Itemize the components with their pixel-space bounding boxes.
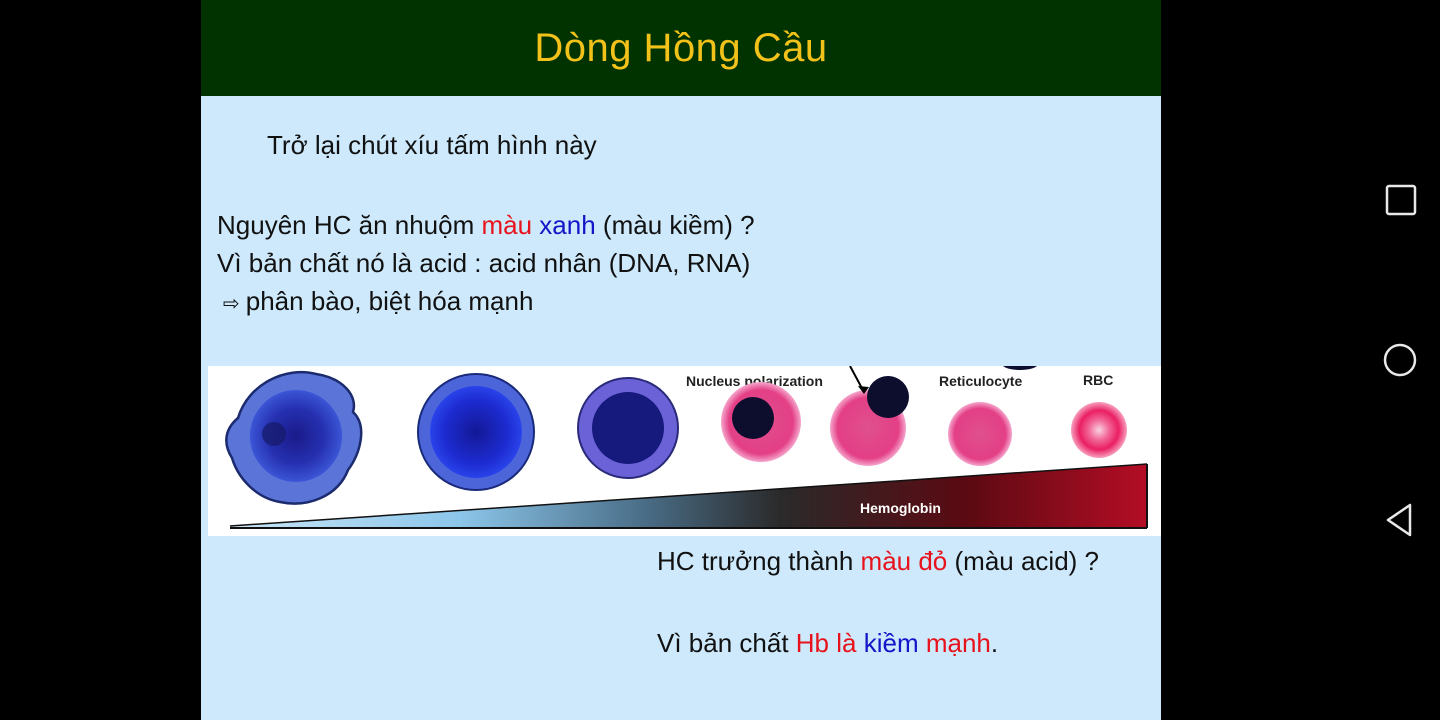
slide: Dòng Hồng Cầu Trở lại chút xíu tấm hình … [201, 0, 1161, 720]
text-segment: HC trưởng thành [657, 546, 861, 576]
text-segment: (màu acid) ? [947, 546, 1100, 576]
rbc-cell [1071, 402, 1127, 458]
intro-text: Trở lại chút xíu tấm hình này [267, 130, 597, 160]
home-button[interactable] [1380, 340, 1420, 380]
polychromatic-erythroblast-cell [577, 377, 679, 479]
home-circle-icon [1383, 343, 1417, 377]
reticulocyte-cell [948, 402, 1012, 466]
paragraph-hb-basic: Vì bản chất Hb là kiềm mạnh. [657, 624, 1157, 662]
blue-text: kiềm [863, 628, 919, 658]
nucleus-extrusion-cell [830, 366, 909, 466]
paragraph-mature-rbc: HC trưởng thành màu đỏ (màu acid) ? [657, 542, 1157, 580]
proerythroblast-cell [225, 370, 363, 505]
space [856, 628, 863, 658]
text-segment: phân bào, biệt hóa mạnh [245, 286, 534, 316]
recents-button[interactable] [1383, 182, 1419, 218]
label-hemoglobin: Hemoglobin [860, 500, 941, 516]
red-text: màu đỏ [860, 546, 948, 576]
red-text: Hb là [795, 628, 857, 658]
text-segment: Nguyên HC ăn nhuộm [217, 210, 482, 240]
back-triangle-icon [1386, 503, 1412, 537]
erythropoiesis-figure: Nucleus polarization Reticulocyte RBC [208, 366, 1161, 536]
title-bar: Dòng Hồng Cầu [201, 0, 1161, 96]
back-button[interactable] [1382, 500, 1418, 540]
basophilic-erythroblast-cell [417, 373, 535, 491]
expelled-nucleus [1003, 366, 1037, 370]
text-segment: . [990, 628, 999, 658]
label-rbc: RBC [1083, 372, 1113, 388]
space [919, 628, 926, 658]
blue-text: xanh [539, 210, 596, 240]
paragraph-basophilic: Nguyên HC ăn nhuộm màu xanh (màu kiềm) ?… [217, 206, 777, 323]
cell-diagram: Nucleus polarization Reticulocyte RBC [225, 366, 1148, 529]
label-nucleus-polarization: Nucleus polarization [686, 373, 823, 389]
arrow-icon: ⇨ [223, 293, 240, 315]
label-reticulocyte: Reticulocyte [939, 373, 1022, 389]
text-segment: Vì bản chất [657, 628, 796, 658]
red-text: mạnh [925, 628, 991, 658]
slide-title: Dòng Hồng Cầu [534, 25, 828, 70]
recents-square-icon [1385, 184, 1417, 216]
red-text: màu [481, 210, 533, 240]
text-segment: (màu kiềm) ? Vì bản chất nó là acid : ac… [217, 210, 755, 278]
orthochromatic-erythroblast-cell [721, 382, 801, 462]
